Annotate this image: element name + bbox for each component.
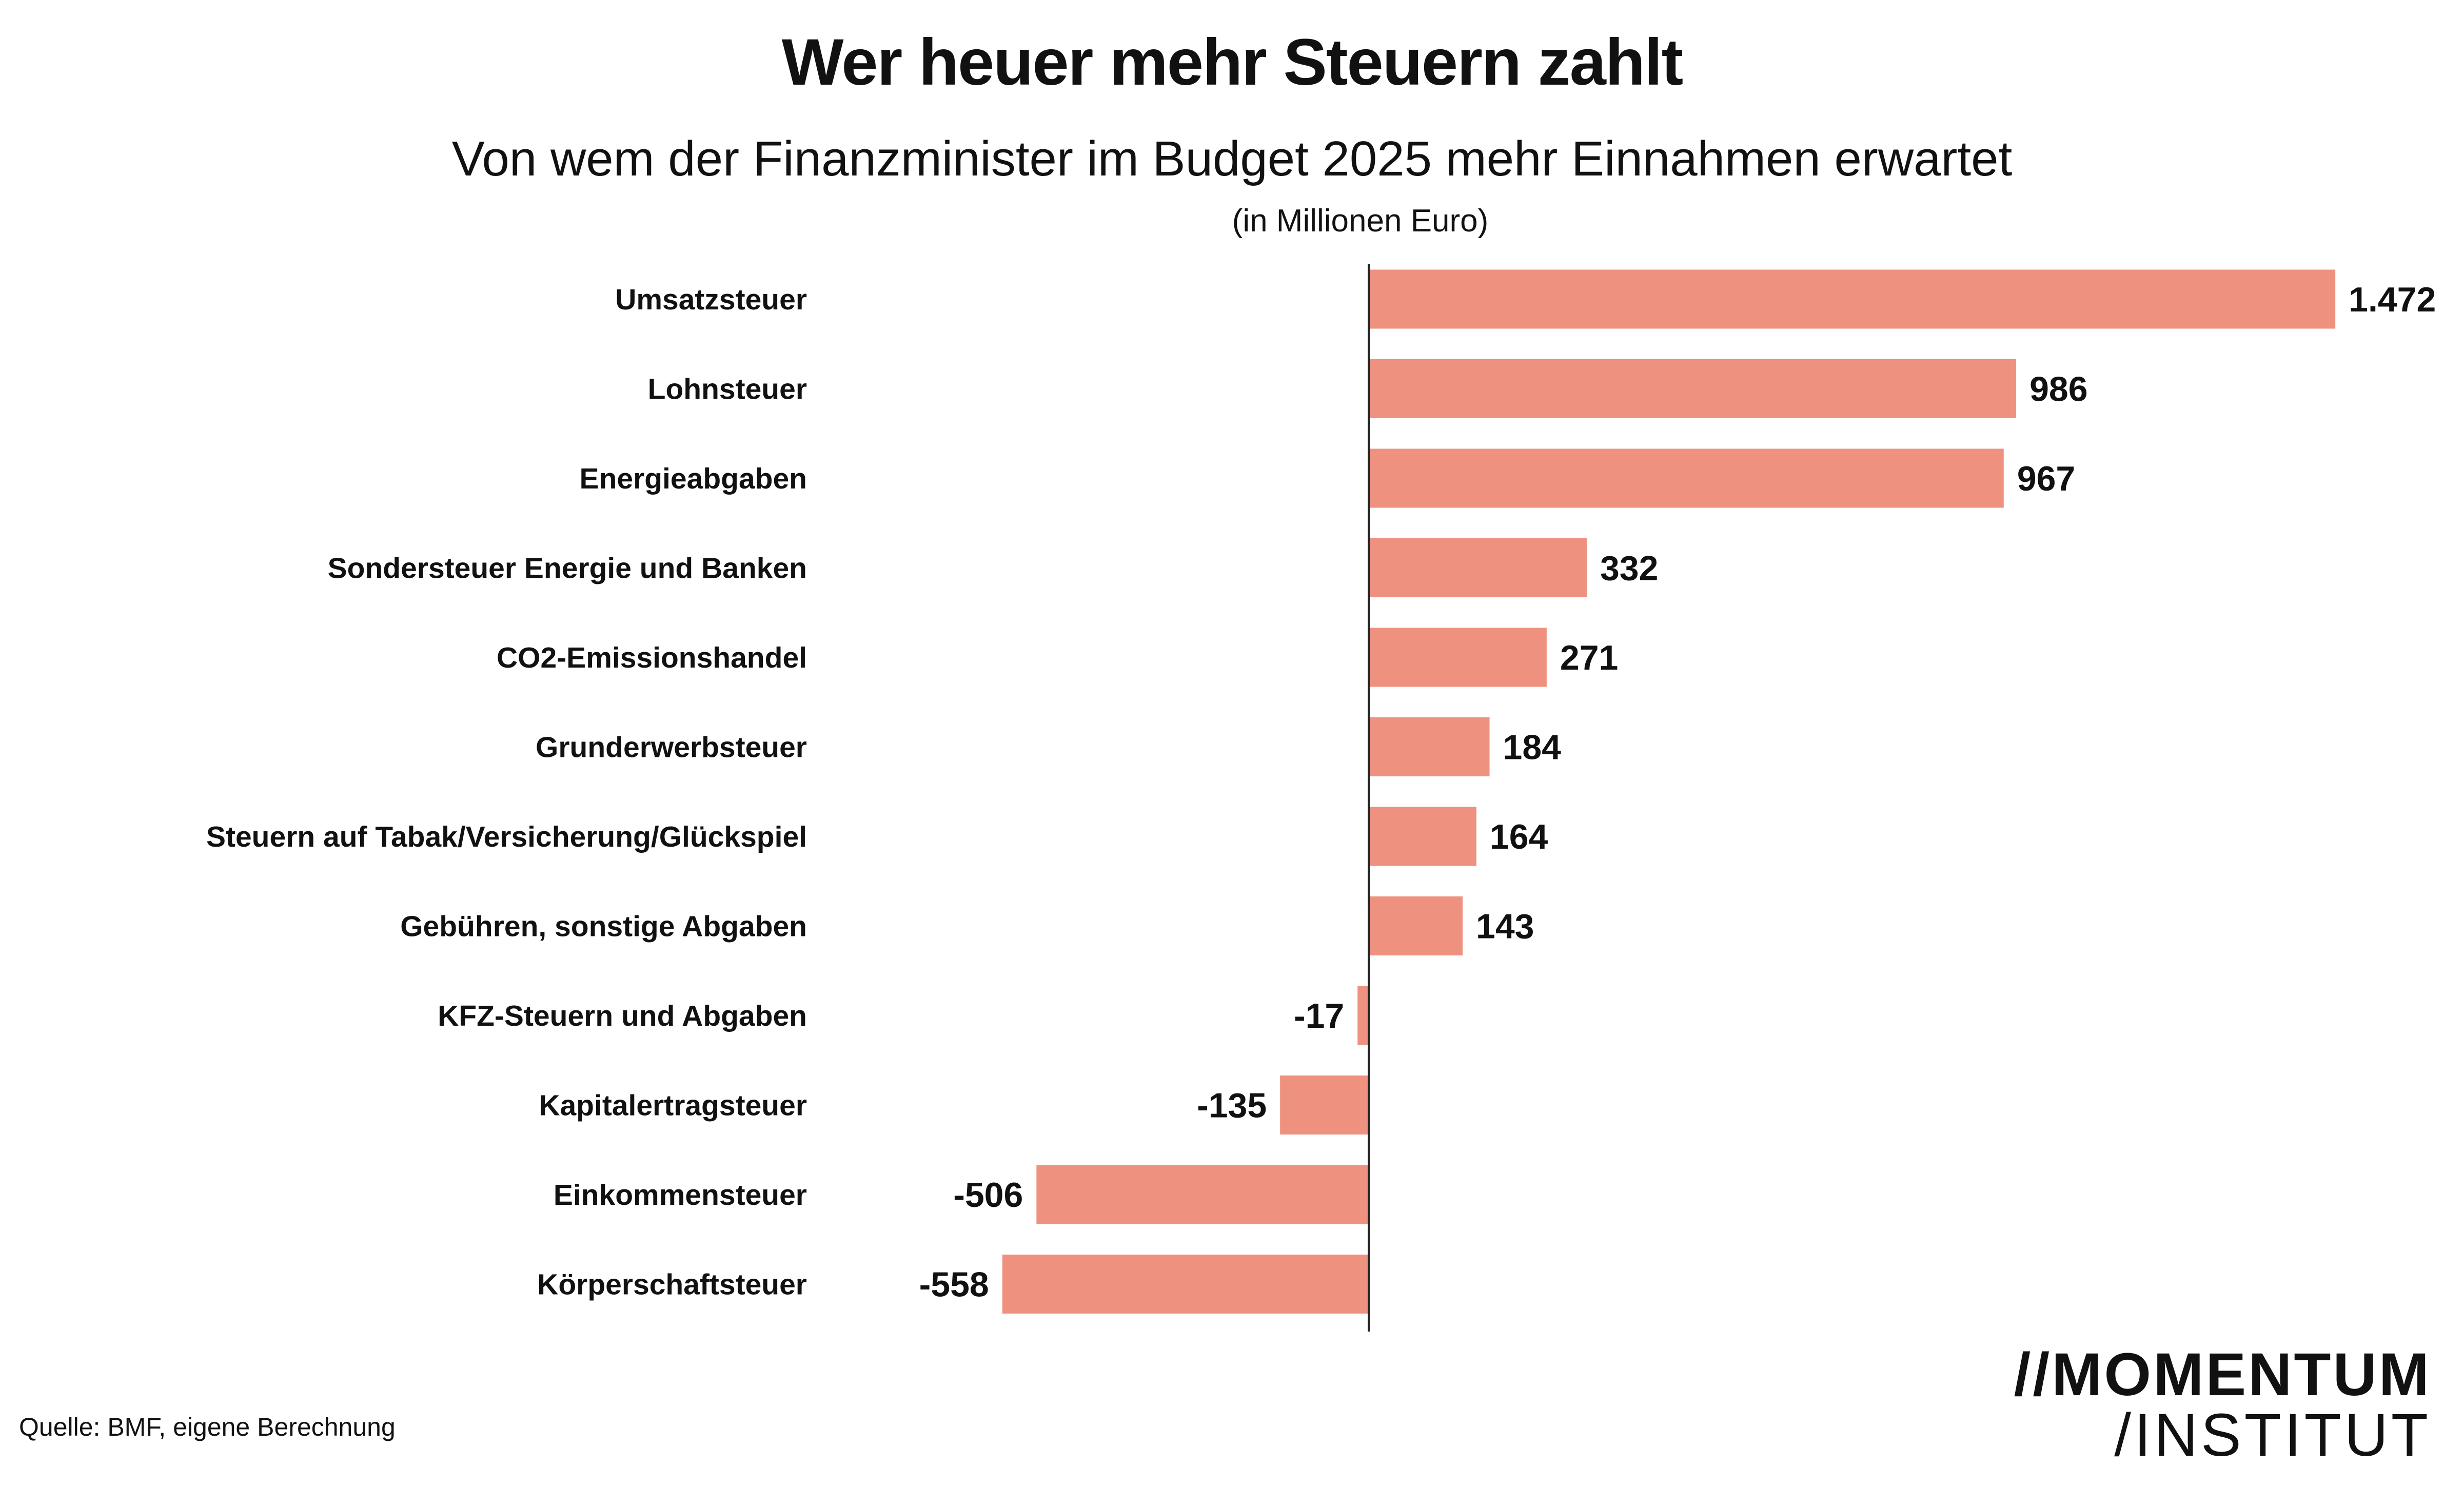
- logo-wordmark-line2: /INSTITUT: [2114, 1401, 2431, 1469]
- value-label: 1.472: [2349, 280, 2436, 319]
- bar: [1369, 807, 1476, 866]
- chart-subtitle: Von wem der Finanzminister im Budget 202…: [451, 131, 2013, 186]
- value-label: 143: [1476, 907, 1534, 946]
- category-label: Kapitalertragsteuer: [539, 1089, 807, 1122]
- category-label: Steuern auf Tabak/Versicherung/Glückspie…: [206, 820, 807, 853]
- value-label: 184: [1503, 728, 1562, 767]
- category-label: Lohnsteuer: [648, 373, 807, 406]
- value-label: -17: [1294, 996, 1344, 1035]
- bar: [1369, 359, 2017, 418]
- logo-wordmark-line1: //MOMENTUM: [2014, 1344, 2431, 1405]
- category-label: Sondersteuer Energie und Banken: [328, 552, 807, 585]
- logo-prefix: //: [2014, 1341, 2052, 1409]
- source-note: Quelle: BMF, eigene Berechnung: [19, 1413, 396, 1441]
- bar: [1369, 269, 2336, 329]
- bar: [1369, 896, 1463, 955]
- category-label: Körperschaftsteuer: [537, 1268, 807, 1301]
- bar: [1002, 1255, 1369, 1314]
- bar: [1369, 628, 1547, 687]
- value-label: -558: [919, 1265, 989, 1304]
- bar: [1357, 986, 1369, 1045]
- bar: [1369, 448, 2004, 508]
- value-label: 967: [2017, 459, 2075, 498]
- value-label: -506: [953, 1176, 1023, 1215]
- chart-title: Wer heuer mehr Steuern zahlt: [781, 26, 1683, 99]
- momentum-institut-logo: //MOMENTUM /INSTITUT: [2014, 1344, 2431, 1465]
- category-label: Grunderwerbsteuer: [536, 731, 807, 764]
- value-label: 164: [1490, 817, 1548, 856]
- category-label: CO2-Emissionshandel: [497, 641, 807, 674]
- value-label: 271: [1560, 638, 1618, 677]
- bar: [1369, 717, 1490, 776]
- bar: [1280, 1076, 1369, 1135]
- bar: [1036, 1165, 1369, 1224]
- value-label: 332: [1600, 549, 1658, 588]
- value-label: 986: [2029, 370, 2087, 409]
- logo-word: MOMENTUM: [2052, 1341, 2431, 1409]
- category-label: Einkommensteuer: [554, 1179, 807, 1211]
- category-label: KFZ-Steuern und Abgaben: [438, 1000, 807, 1032]
- category-label: Umsatzsteuer: [615, 283, 807, 316]
- category-label: Gebühren, sonstige Abgaben: [400, 910, 807, 943]
- category-label: Energieabgaben: [580, 462, 807, 495]
- value-label: -135: [1197, 1086, 1267, 1125]
- unit-label: (in Millionen Euro): [1232, 203, 1489, 239]
- bar: [1369, 538, 1587, 597]
